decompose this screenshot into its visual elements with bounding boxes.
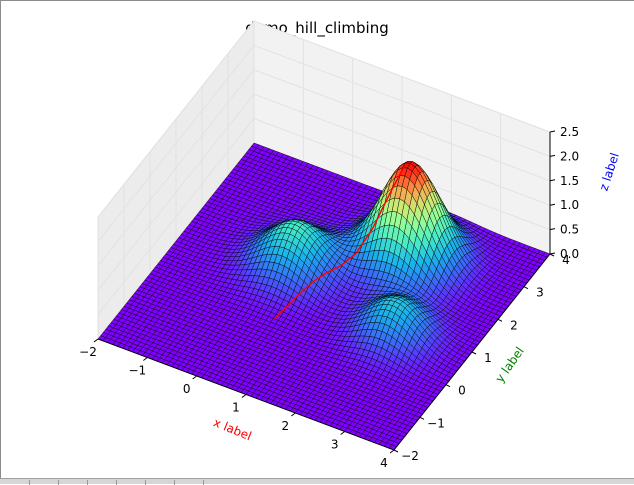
status-bar-divider	[87, 480, 88, 485]
x-tick-label: 3	[331, 438, 339, 452]
x-tick-mark	[291, 413, 295, 416]
y-tick-label: 0	[458, 384, 466, 398]
y-tick-mark	[498, 319, 502, 321]
x-tick-label: −2	[79, 345, 97, 359]
z-axis-label: z label	[596, 151, 621, 193]
x-tick-label: 2	[282, 419, 290, 433]
z-tick-mark	[550, 155, 555, 156]
z-tick-mark	[550, 131, 555, 132]
z-tick-mark	[550, 180, 555, 181]
x-tick-label: 0	[183, 382, 191, 396]
x-tick-label: −1	[128, 364, 146, 378]
y-tick-mark	[394, 450, 398, 452]
z-tick-mark	[550, 253, 555, 254]
status-bar-divider	[116, 480, 117, 485]
x-tick-mark	[242, 395, 246, 398]
y-tick-mark	[524, 287, 528, 289]
z-tick-label: 0.0	[560, 247, 579, 261]
y-tick-mark	[420, 417, 424, 419]
status-bar	[0, 478, 634, 484]
y-tick-mark	[472, 352, 476, 354]
status-bar-divider	[145, 480, 146, 485]
x-axis-label: x label	[211, 415, 253, 443]
y-tick-label: −1	[427, 416, 445, 430]
y-tick-label: −2	[401, 449, 419, 463]
y-tick-label: 3	[536, 286, 544, 300]
x-tick-mark	[143, 358, 147, 361]
x-tick-mark	[193, 376, 197, 379]
x-tick-mark	[341, 432, 345, 435]
x-tick-mark	[94, 339, 98, 342]
z-tick-label: 2.5	[560, 125, 579, 139]
z-tick-label: 0.5	[560, 223, 579, 237]
z-tick-mark	[550, 229, 555, 230]
x-tick-label: 4	[380, 456, 388, 470]
x-tick-mark	[390, 450, 394, 453]
z-tick-label: 1.5	[560, 174, 579, 188]
y-axis-label: y label	[493, 344, 527, 385]
z-tick-mark	[550, 204, 555, 205]
y-tick-label: 2	[510, 318, 518, 332]
x-tick-label: 1	[232, 401, 240, 415]
y-tick-mark	[446, 385, 450, 387]
y-tick-label: 1	[484, 351, 492, 365]
status-bar-divider	[174, 480, 175, 485]
status-bar-divider	[29, 480, 30, 485]
status-bar-divider	[203, 480, 204, 485]
z-tick-label: 1.0	[560, 198, 579, 212]
status-bar-divider	[58, 480, 59, 485]
z-tick-label: 2.0	[560, 149, 579, 163]
